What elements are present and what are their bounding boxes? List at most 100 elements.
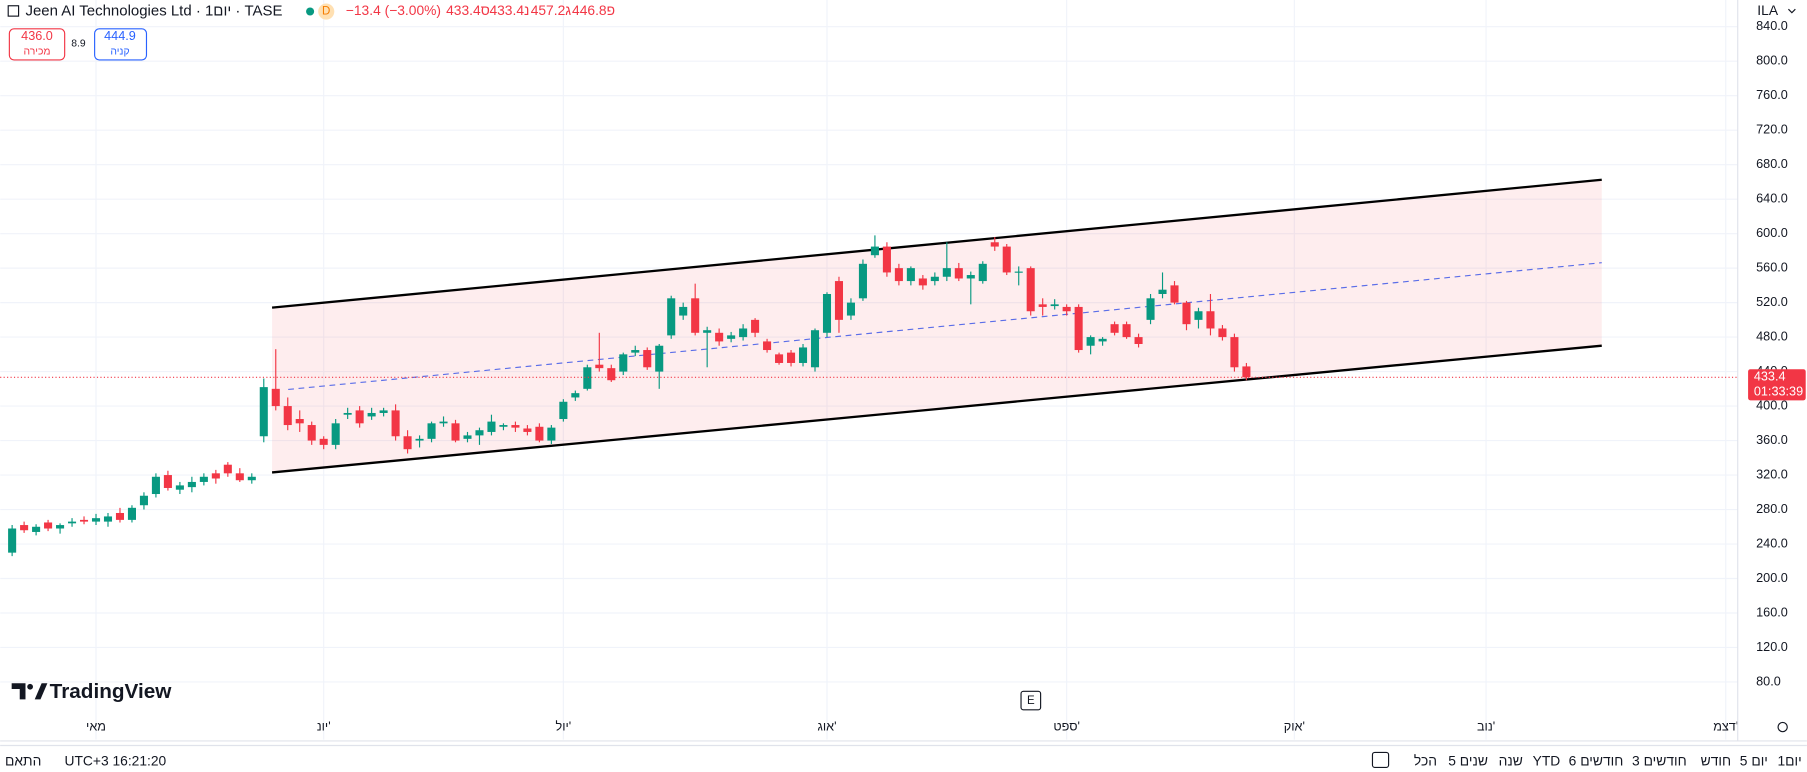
candle-body: [858, 263, 867, 299]
candle-body: [775, 354, 784, 363]
candle-body: [1122, 324, 1131, 338]
range-button[interactable]: 5 שנים: [1448, 752, 1488, 768]
range-button[interactable]: 5 יום: [1740, 752, 1768, 768]
candle-body: [223, 464, 232, 474]
y-tick-label: 560.0: [1756, 260, 1788, 274]
candle-body: [559, 401, 568, 420]
candle-body: [259, 387, 268, 437]
candle-body: [1206, 311, 1215, 329]
y-tick-label: 720.0: [1756, 123, 1788, 137]
candle-body: [20, 525, 29, 531]
candle-body: [703, 330, 712, 333]
x-tick-label: ספט': [1053, 719, 1080, 733]
date-range-icon[interactable]: [1371, 751, 1390, 768]
candle-body: [607, 368, 616, 381]
ohlc-value: 433.4נ: [489, 2, 529, 18]
candle-body: [271, 388, 280, 407]
candle-body: [1026, 268, 1035, 312]
candle-body: [68, 521, 77, 524]
candle-body: [1158, 289, 1167, 294]
y-tick-label: 160.0: [1756, 605, 1788, 619]
candle-body: [247, 476, 256, 481]
buy-button[interactable]: [94, 28, 148, 61]
candle-body: [32, 526, 41, 532]
range-button[interactable]: YTD: [1533, 752, 1561, 768]
candle-body: [667, 298, 676, 336]
y-tick-label: 800.0: [1756, 54, 1788, 68]
candle-body: [1110, 324, 1119, 333]
range-button[interactable]: 3 חודשים: [1632, 752, 1687, 768]
x-tick-label: נוב': [1477, 719, 1495, 733]
candle-body: [990, 242, 999, 247]
market-status-dot: [306, 7, 315, 16]
candle-body: [1134, 337, 1143, 345]
candle-body: [643, 350, 652, 368]
candle-body: [798, 347, 808, 363]
sell-price: 436.0: [21, 29, 53, 43]
candle-body: [1074, 306, 1083, 351]
candle-body: [1242, 366, 1251, 378]
x-tick-label: דצמ': [1713, 719, 1738, 733]
candle-body: [1182, 302, 1191, 325]
range-button[interactable]: שנה: [1499, 752, 1523, 768]
candle-body: [918, 278, 927, 286]
candle-body: [463, 435, 472, 439]
y-tick-label: 80.0: [1756, 674, 1781, 688]
candle-body: [535, 426, 544, 441]
y-tick-label: 600.0: [1756, 226, 1788, 240]
sell-button[interactable]: [8, 28, 66, 61]
countdown: 01:33:39: [1754, 385, 1803, 399]
x-tick-label: יול': [556, 719, 572, 733]
candle-body: [691, 298, 700, 333]
y-tick-label: 840.0: [1756, 19, 1788, 33]
channel-mid: [288, 262, 1602, 391]
y-tick-label: 520.0: [1756, 295, 1788, 309]
sell-label: מכירה: [23, 47, 50, 58]
event-marker-box[interactable]: [1020, 690, 1042, 711]
candle-body: [115, 512, 125, 520]
candle-body: [91, 518, 101, 522]
candle-body: [307, 425, 316, 441]
range-button[interactable]: 1יום: [1777, 752, 1801, 768]
candle-body: [499, 425, 508, 427]
channel-lower: [271, 344, 1602, 474]
candle-body: [655, 345, 664, 372]
candle-body: [343, 412, 352, 415]
candle-body: [822, 293, 832, 333]
currency[interactable]: ILA: [1757, 2, 1779, 18]
candle-body: [235, 473, 244, 481]
candle-body: [547, 427, 556, 441]
candle-body: [810, 330, 820, 368]
channel-drawing[interactable]: [271, 178, 1602, 474]
candle-body: [139, 495, 148, 506]
x-tick-label: יונ': [317, 719, 331, 733]
candle-body: [331, 423, 340, 445]
symbol-title[interactable]: Jeen AI Technologies Ltd · 1יום · TASE: [25, 2, 282, 19]
ohlc-value: 446.8פ: [572, 2, 615, 18]
range-button[interactable]: הכל: [1414, 752, 1437, 768]
candle-body: [751, 319, 760, 333]
range-button[interactable]: 6 חודשים: [1569, 752, 1624, 768]
adjust[interactable]: התאם: [5, 752, 41, 768]
candle-body: [954, 268, 963, 279]
currency-chevron[interactable]: [1788, 8, 1796, 14]
candle-body: [1002, 246, 1011, 273]
candle-body: [1218, 328, 1227, 338]
settings-icon[interactable]: [1777, 721, 1788, 733]
y-tick-label: 120.0: [1756, 640, 1788, 654]
candle-body: [79, 519, 89, 522]
interval-badge-bg[interactable]: [318, 3, 335, 20]
symbol-icon: [7, 5, 20, 17]
candle-body: [56, 525, 65, 529]
candle-body: [283, 406, 292, 426]
y-tick-label: 680.0: [1756, 157, 1788, 171]
x-tick-label: אוג': [817, 719, 836, 733]
candle-body: [211, 473, 220, 479]
change: −13.4 (−3.00%): [346, 2, 441, 18]
ohlc: 433.4ס 433.4נ 457.2ג 446.8פ: [446, 2, 615, 18]
candle-body: [151, 476, 160, 495]
y-tick-label: 280.0: [1756, 502, 1788, 516]
candle-body: [894, 268, 903, 282]
range-button[interactable]: חודש: [1701, 752, 1731, 768]
